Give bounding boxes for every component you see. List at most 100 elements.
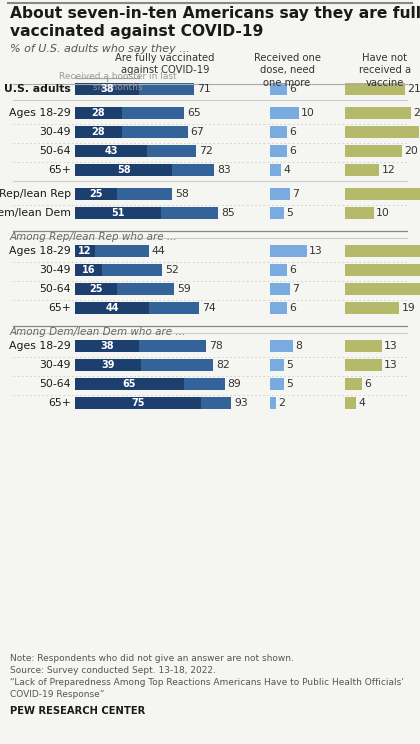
Text: 25: 25 bbox=[89, 189, 103, 199]
Text: 78: 78 bbox=[209, 341, 223, 351]
Text: 12: 12 bbox=[78, 246, 92, 256]
Text: 59: 59 bbox=[177, 284, 191, 294]
Text: Are fully vaccinated
against COVID-19: Are fully vaccinated against COVID-19 bbox=[115, 53, 215, 75]
Bar bbox=[75, 164, 173, 176]
Bar bbox=[270, 378, 284, 390]
Bar bbox=[270, 207, 284, 219]
Bar bbox=[75, 283, 174, 295]
Text: 13: 13 bbox=[384, 341, 398, 351]
Text: 67: 67 bbox=[191, 127, 204, 137]
Text: 4: 4 bbox=[284, 165, 290, 175]
Bar bbox=[345, 164, 379, 176]
Bar bbox=[75, 83, 194, 95]
Text: 71: 71 bbox=[197, 84, 211, 94]
Text: 93: 93 bbox=[234, 398, 248, 408]
Bar bbox=[345, 302, 399, 314]
Text: 50-64: 50-64 bbox=[39, 146, 71, 156]
Bar bbox=[75, 397, 201, 409]
Text: 5: 5 bbox=[286, 360, 293, 370]
Text: 28: 28 bbox=[92, 108, 105, 118]
Bar bbox=[270, 397, 276, 409]
Text: Among Rep/lean Rep who are ...: Among Rep/lean Rep who are ... bbox=[10, 232, 178, 242]
Text: 51: 51 bbox=[111, 208, 125, 218]
Text: 6: 6 bbox=[289, 146, 296, 156]
Text: 44: 44 bbox=[105, 303, 119, 313]
Text: Dem/lean Dem: Dem/lean Dem bbox=[0, 208, 71, 218]
Bar bbox=[270, 245, 307, 257]
Bar bbox=[75, 145, 196, 157]
Text: 10: 10 bbox=[301, 108, 315, 118]
Text: 23: 23 bbox=[413, 108, 420, 118]
Text: 38: 38 bbox=[100, 341, 114, 351]
Bar bbox=[75, 107, 184, 119]
Bar bbox=[75, 207, 161, 219]
Bar bbox=[75, 378, 184, 390]
Text: 13: 13 bbox=[384, 360, 398, 370]
Text: U.S. adults: U.S. adults bbox=[4, 84, 71, 94]
Bar bbox=[270, 107, 299, 119]
Bar bbox=[270, 302, 287, 314]
Text: 10: 10 bbox=[375, 208, 389, 218]
Text: 5: 5 bbox=[286, 208, 293, 218]
Text: 6: 6 bbox=[289, 84, 296, 94]
Text: 5: 5 bbox=[286, 379, 293, 389]
Bar bbox=[75, 107, 122, 119]
Bar bbox=[75, 302, 200, 314]
Bar bbox=[270, 264, 287, 276]
Text: Have not
received a
vaccine: Have not received a vaccine bbox=[359, 53, 411, 88]
Text: Note: Respondents who did not give an answer are not shown.
Source: Survey condu: Note: Respondents who did not give an an… bbox=[10, 654, 404, 699]
Text: 65+: 65+ bbox=[48, 303, 71, 313]
Text: PEW RESEARCH CENTER: PEW RESEARCH CENTER bbox=[10, 706, 145, 716]
Bar bbox=[345, 359, 382, 371]
Text: 21: 21 bbox=[407, 84, 420, 94]
Text: 39: 39 bbox=[101, 360, 115, 370]
Text: 6: 6 bbox=[289, 265, 296, 275]
Bar bbox=[270, 340, 293, 352]
Bar bbox=[75, 126, 188, 138]
Text: 13: 13 bbox=[309, 246, 323, 256]
Text: 58: 58 bbox=[176, 189, 189, 199]
Text: 65+: 65+ bbox=[48, 398, 71, 408]
Bar bbox=[345, 145, 402, 157]
Bar bbox=[75, 264, 102, 276]
Text: 38: 38 bbox=[100, 84, 114, 94]
Bar bbox=[345, 83, 405, 95]
Text: 85: 85 bbox=[221, 208, 234, 218]
Text: 30-49: 30-49 bbox=[39, 265, 71, 275]
Text: 19: 19 bbox=[402, 303, 415, 313]
Text: 74: 74 bbox=[202, 303, 216, 313]
Bar bbox=[75, 359, 141, 371]
Bar bbox=[75, 283, 117, 295]
Text: 44: 44 bbox=[152, 246, 165, 256]
Text: 65+: 65+ bbox=[48, 165, 71, 175]
Bar bbox=[75, 378, 225, 390]
Text: 2: 2 bbox=[278, 398, 285, 408]
Bar bbox=[345, 107, 411, 119]
Bar bbox=[270, 283, 290, 295]
Bar bbox=[75, 340, 139, 352]
Text: 20: 20 bbox=[404, 146, 418, 156]
Bar bbox=[75, 245, 149, 257]
Bar bbox=[75, 188, 117, 200]
Text: 25: 25 bbox=[89, 284, 103, 294]
Text: Ages 18-29: Ages 18-29 bbox=[9, 246, 71, 256]
Bar bbox=[75, 264, 163, 276]
Bar bbox=[345, 397, 357, 409]
Bar bbox=[345, 188, 420, 200]
Bar bbox=[75, 188, 173, 200]
Bar bbox=[345, 283, 420, 295]
Bar bbox=[270, 83, 287, 95]
Bar bbox=[270, 126, 287, 138]
Text: About seven-in-ten Americans say they are fully
vaccinated against COVID-19: About seven-in-ten Americans say they ar… bbox=[10, 6, 420, 39]
Text: Among Dem/lean Dem who are ...: Among Dem/lean Dem who are ... bbox=[10, 327, 186, 337]
Bar bbox=[345, 378, 362, 390]
Text: 50-64: 50-64 bbox=[39, 284, 71, 294]
Bar bbox=[345, 264, 420, 276]
Text: 28: 28 bbox=[92, 127, 105, 137]
Text: 83: 83 bbox=[218, 165, 231, 175]
Bar bbox=[270, 145, 287, 157]
Text: Received a booster in last
six months: Received a booster in last six months bbox=[59, 72, 177, 92]
Bar bbox=[345, 245, 420, 257]
Bar bbox=[75, 359, 213, 371]
Text: 82: 82 bbox=[216, 360, 229, 370]
